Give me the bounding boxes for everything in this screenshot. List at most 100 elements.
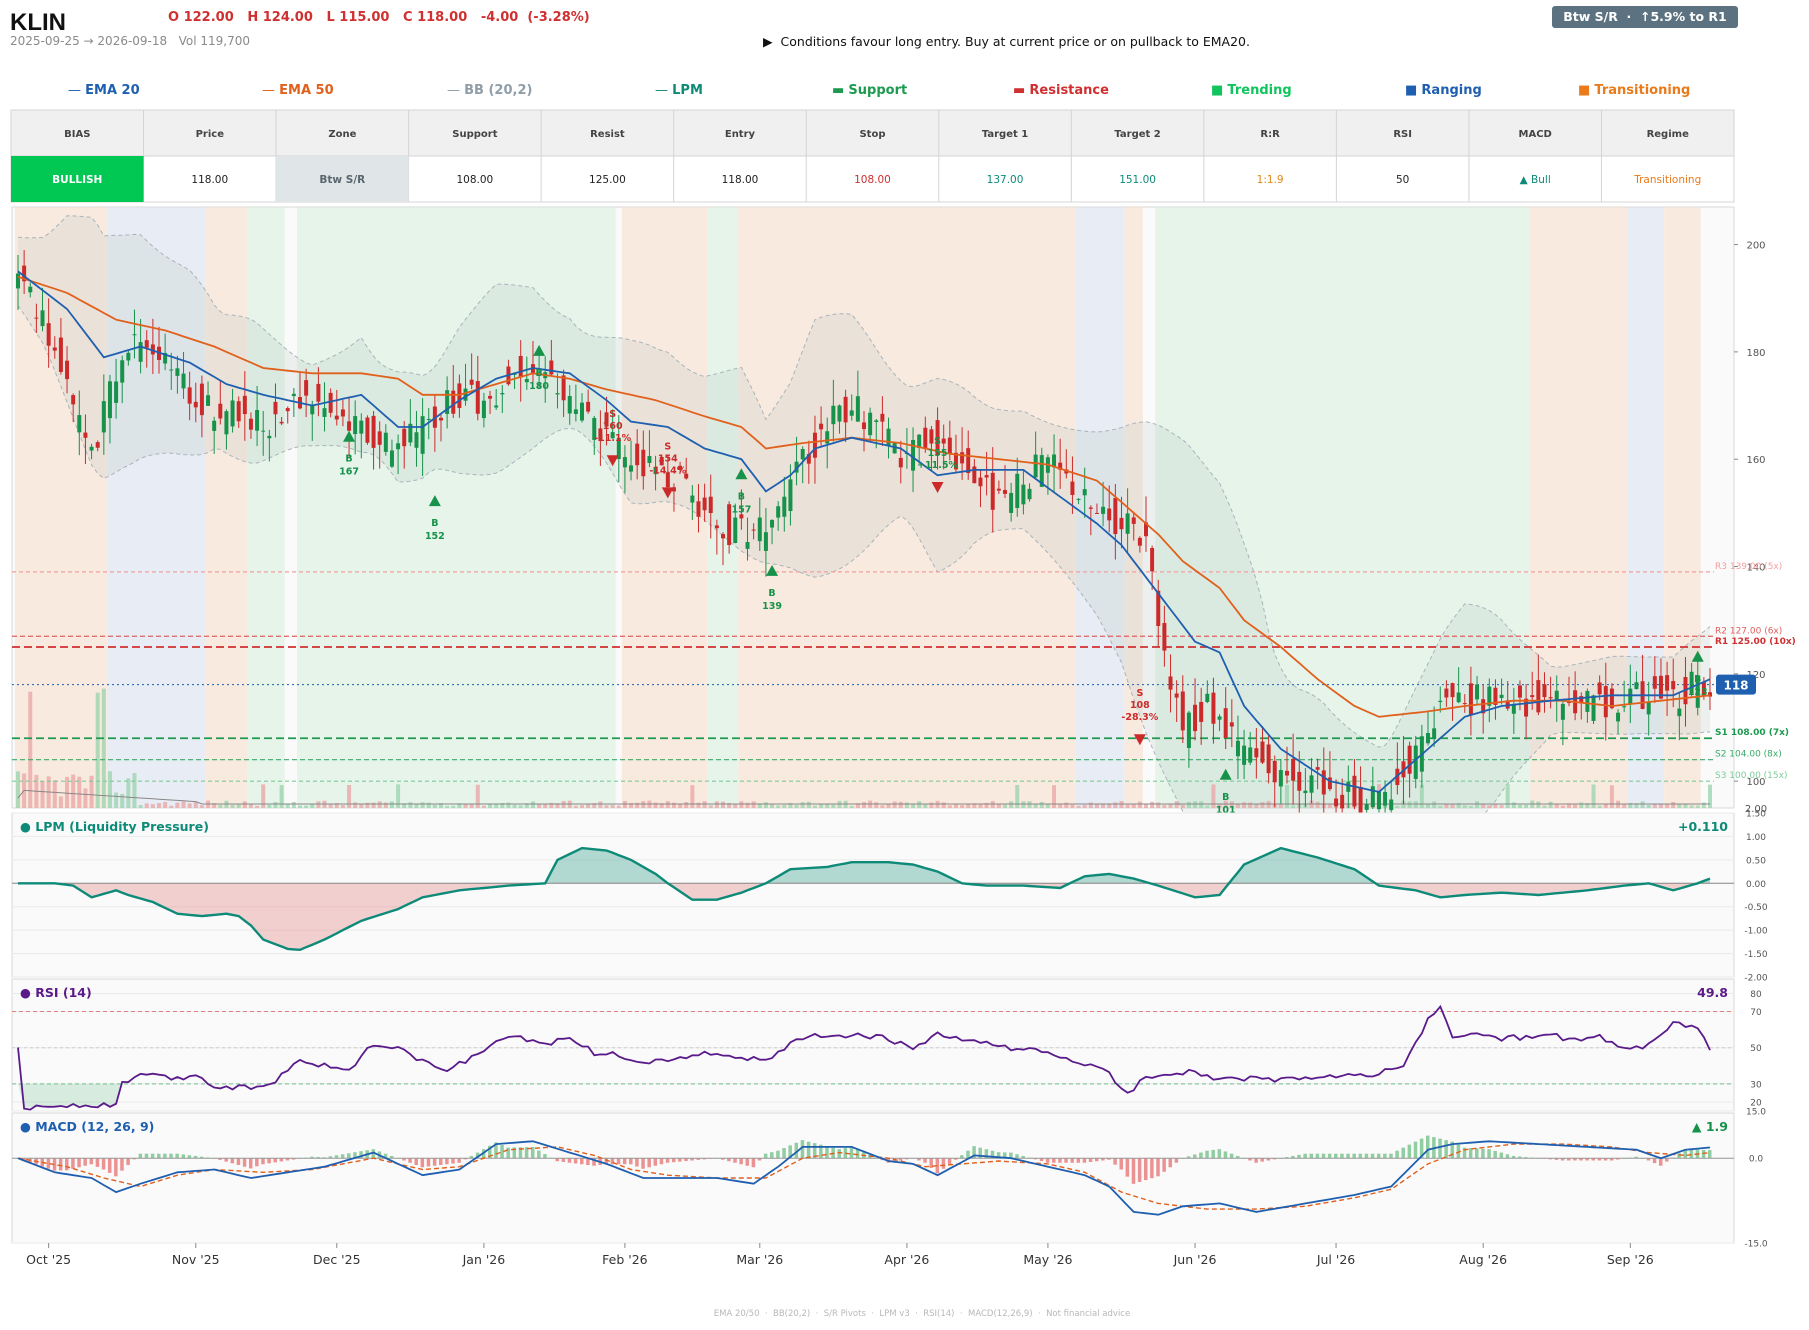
candle-body [512,373,517,375]
volume-bar [347,785,352,808]
macd-histogram-bar [1346,1153,1350,1159]
volume-bar [1579,802,1584,808]
macd-histogram-bar [561,1158,566,1162]
macd-histogram-bar [543,1154,547,1159]
legend-item-ema-50: — EMA 50 [262,83,334,98]
volume-bar [714,801,719,808]
candle-body [1376,791,1381,810]
candle-body [1199,701,1204,722]
volume-bar [653,802,658,808]
volume-bar [236,803,241,808]
signal-label: 160 [603,421,623,432]
macd-histogram-bar [1579,1158,1583,1161]
volume-bar [58,796,63,808]
candle-body [248,418,253,430]
bollinger-lower-line [17,305,1711,870]
last-price-tag-bg [1716,674,1756,695]
volume-bar [267,804,272,808]
candle-body [402,428,407,447]
macd-panel-value: ▲ 1.9 [1692,1119,1728,1134]
status-badge-bg [1552,6,1738,28]
candle-body [1285,770,1289,776]
buy-signal-marker [735,468,748,480]
volume-bar [635,802,640,808]
candle-body [1462,703,1467,705]
candle-body [880,413,885,422]
volume-bar [248,804,253,808]
volume-bar [812,805,817,808]
volume-bar [1622,804,1627,808]
candle-body [285,408,290,412]
volume-bar [383,802,388,808]
macd-histogram-bar [71,1158,75,1169]
macd-histogram-bar [1297,1154,1301,1159]
signal-label: S [664,441,671,452]
volume-bar [1088,802,1093,808]
candle-body [1432,728,1437,739]
lpm-negative-area [18,883,1710,950]
volume-bar [1193,801,1198,808]
volume-bar [684,802,689,808]
candle-body [647,456,652,463]
volume-bar [702,801,707,808]
sell-signal-marker [931,482,944,494]
candle-body [1634,682,1639,690]
candle-body [1658,675,1663,699]
candle-body [923,427,928,449]
candle-body [696,501,701,517]
macd-histogram-bar [420,1158,425,1168]
volume-bar [1407,801,1412,808]
candle-body [886,428,891,446]
date-range-volume: 2025-09-25 → 2026-09-18 Vol 119,700 [10,34,250,48]
macd-histogram-bar [1266,1158,1271,1161]
macd-histogram-bar [690,1158,694,1161]
macd-histogram-bar [500,1145,504,1159]
candle-body [953,452,958,470]
candle-body [95,442,100,448]
table-value-stop: 108.00 [854,174,891,186]
macd-histogram-bar [1039,1158,1044,1162]
macd-histogram-bar [1033,1158,1038,1160]
macd-histogram-bar [843,1148,848,1159]
candle-body [1542,684,1547,698]
macd-histogram-bar [1609,1158,1614,1161]
lpm-panel-title: ● LPM (Liquidity Pressure) [20,819,209,834]
candle-body [898,457,903,468]
macd-histogram-bar [1015,1154,1019,1159]
candle-body [1033,454,1038,478]
macd-histogram-bar [641,1158,645,1169]
macd-histogram-bar [1413,1141,1418,1159]
macd-histogram-bar [727,1158,731,1162]
signal-label: S [934,436,941,447]
volume-bar [1499,805,1504,808]
macd-histogram-bar [629,1158,633,1165]
candle-body [279,421,284,424]
macd-histogram-bar [1334,1153,1338,1159]
table-value-resist: 125.00 [589,174,626,186]
table-value-macd: ▲ Bull [1520,174,1551,186]
macd-histogram-bar [1315,1153,1320,1159]
regime-band-ranging [1627,207,1664,808]
volume-bar [782,804,787,808]
candle-body [586,401,591,412]
volume-bar [1211,784,1216,808]
regime-band-transitioning [1124,207,1143,808]
candle-body [1180,691,1185,731]
candle-body [1248,747,1253,763]
volume-bar [641,801,646,808]
candle-body [1119,517,1124,530]
volume-bar [273,802,278,808]
candle-body [1107,508,1112,521]
macd-histogram-bar [1358,1153,1363,1159]
volume-bar [1511,802,1516,808]
candle-body [316,383,321,402]
volume-bar [28,691,33,808]
volume-bar [1205,805,1210,808]
volume-bar [420,802,425,808]
candle-body [1438,700,1443,702]
candle-body [1407,745,1412,774]
macd-histogram-bar [1352,1153,1356,1159]
regime-band-trending [247,207,285,808]
candle-body [794,461,799,473]
macd-histogram-bar [273,1158,277,1163]
